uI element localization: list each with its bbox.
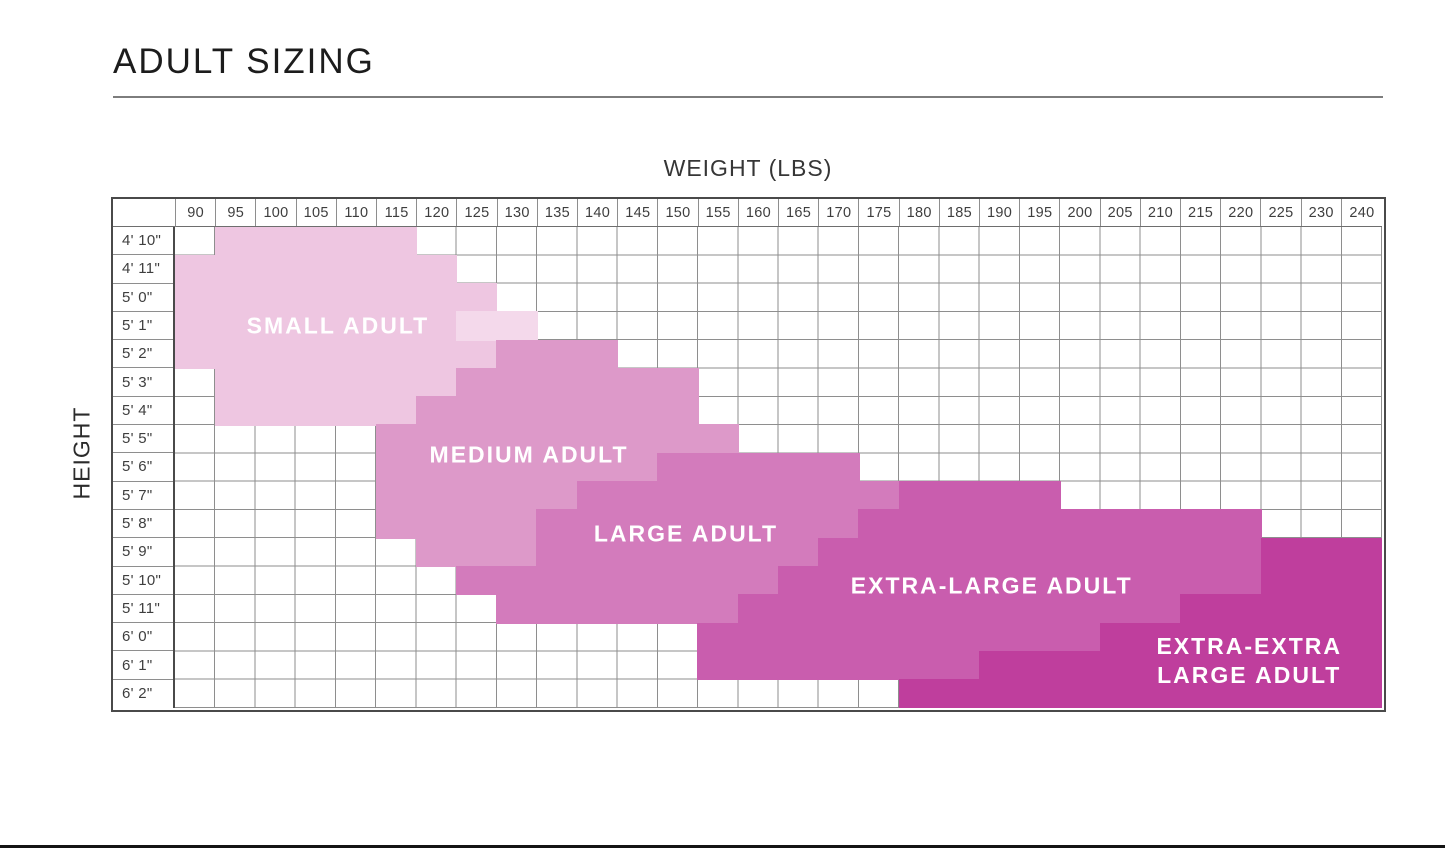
weight-header-145: 145 [618,199,659,226]
size-region-extra-large-adult-segment [777,565,1262,596]
size-region-large-adult-segment [496,594,739,624]
height-header-column: 4' 10" 4' 11" 5' 0" 5' 1" 5' 2" 5' 3" 5' 4" 5' … [113,227,175,708]
weight-header-190: 190 [980,199,1021,226]
weight-header-200: 200 [1060,199,1101,226]
region-label-medium-adult: MEDIUM ADULT [429,441,629,468]
size-region-small-adult-segment [175,339,498,370]
height-header-6-0: 6' 0" [113,623,173,652]
weight-header-210: 210 [1141,199,1181,226]
weight-header-180: 180 [900,199,940,226]
height-header-4-11: 4' 11" [113,255,173,284]
size-region-large-adult-segment [536,509,860,539]
size-region-medium-adult-segment [375,424,739,454]
size-region-large-adult-segment [576,481,900,511]
size-region-medium-adult-segment [415,396,699,426]
weight-header-120: 120 [417,199,458,226]
weight-header-150: 150 [658,199,699,226]
weight-header-165: 165 [779,199,820,226]
size-region-small-adult-segment [175,282,498,313]
weight-header-230: 230 [1302,199,1342,226]
size-region-extra-large-adult-segment [898,481,1061,511]
size-region-small-adult-segment [175,254,458,285]
sizing-table-frame [111,197,1386,712]
height-header-5-5: 5' 5" [113,425,173,454]
height-header-6-2: 6' 2" [122,685,153,703]
weight-header-195: 195 [1020,199,1061,226]
size-region-extra-extra-large-adult-segment [979,650,1382,681]
size-region-small-adult-light-patch-segment [456,311,538,341]
weight-header-100: 100 [256,199,297,226]
height-header-5-6: 5' 6" [113,453,173,482]
size-region-extra-large-adult-segment [858,509,1262,539]
weight-header-90: 90 [176,199,217,226]
weight-header-135: 135 [538,199,578,226]
weight-header-105: 105 [297,199,337,226]
height-header-5-9: 5' 9" [113,538,173,567]
weight-header-215: 215 [1181,199,1222,226]
table-corner-cell [113,199,175,227]
weight-header-110: 110 [337,199,377,226]
weight-header-175: 175 [859,199,900,226]
size-region-extra-extra-large-adult-segment [1180,594,1382,624]
height-header-4-10: 4' 10" [113,227,173,256]
height-header-5-10: 5' 10" [113,567,173,595]
size-region-extra-large-adult-segment [697,650,981,681]
weight-header-115: 115 [377,199,418,226]
region-label-extra-extra-large-adult: EXTRA-EXTRA LARGE ADULT [1156,633,1342,689]
bottom-edge-bar [0,845,1445,848]
sizing-grid: SMALL ADULT MEDIUM ADULT LARGE ADULT EXTRA-… [175,227,1382,708]
region-label-large-adult: LARGE ADULT [593,520,779,547]
weight-header-220: 220 [1221,199,1262,226]
height-header-5-1: 5' 1" [113,312,173,341]
size-region-medium-adult-segment [375,509,538,539]
height-header-5-8: 5' 8" [113,510,173,539]
weight-header-185: 185 [940,199,980,226]
size-region-extra-large-adult-segment [818,537,1262,568]
title-divider [113,96,1383,98]
size-region-medium-adult-segment [456,367,699,398]
size-region-medium-adult-segment [375,481,578,511]
size-region-small-adult-segment [214,227,417,256]
size-region-extra-extra-large-adult-segment [1099,622,1382,652]
height-header-5-4: 5' 4" [113,397,173,426]
size-region-medium-adult-segment [415,537,538,568]
weight-header-140: 140 [578,199,619,226]
page-title: ADULT SIZING [113,42,375,81]
weight-header-160: 160 [739,199,779,226]
size-region-large-adult-segment [456,565,780,596]
region-label-small-adult: SMALL ADULT [246,312,430,339]
height-header-5-0: 5' 0" [113,284,173,312]
size-region-small-adult-segment [214,396,417,426]
x-axis-title: WEIGHT (LBS) [663,155,833,181]
weight-header-95: 95 [216,199,257,226]
weight-header-130: 130 [498,199,538,226]
size-region-extra-extra-large-adult-segment [1260,537,1382,568]
height-header-5-3: 5' 3" [113,368,173,397]
size-region-extra-large-adult-segment [737,594,1182,624]
size-region-extra-large-adult-segment [697,622,1101,652]
region-label-extra-large-adult: EXTRA-LARGE ADULT [850,572,1133,599]
height-header-5-7: 5' 7" [113,482,173,510]
weight-header-240: 240 [1349,204,1375,221]
size-region-extra-extra-large-adult-segment [898,679,1382,708]
height-header-5-2: 5' 2" [113,340,173,369]
weight-header-row: 90 95 100 105 110 115 120 125 130 135 140 145 150 155… [175,199,1382,227]
height-header-6-1: 6' 1" [113,651,173,680]
size-region-medium-adult-segment [375,452,659,483]
weight-header-170: 170 [819,199,860,226]
size-region-large-adult-segment [536,537,820,568]
size-region-extra-extra-large-adult-segment [1260,565,1382,596]
size-region-small-adult-segment [214,367,458,398]
weight-header-205: 205 [1101,199,1141,226]
size-region-large-adult-segment [657,452,860,483]
weight-header-155: 155 [699,199,739,226]
size-region-medium-adult-segment [496,339,619,370]
height-header-5-11: 5' 11" [113,595,173,624]
y-axis-title: HEIGHT [68,406,95,500]
weight-header-225: 225 [1261,199,1302,226]
weight-header-125: 125 [457,199,498,226]
